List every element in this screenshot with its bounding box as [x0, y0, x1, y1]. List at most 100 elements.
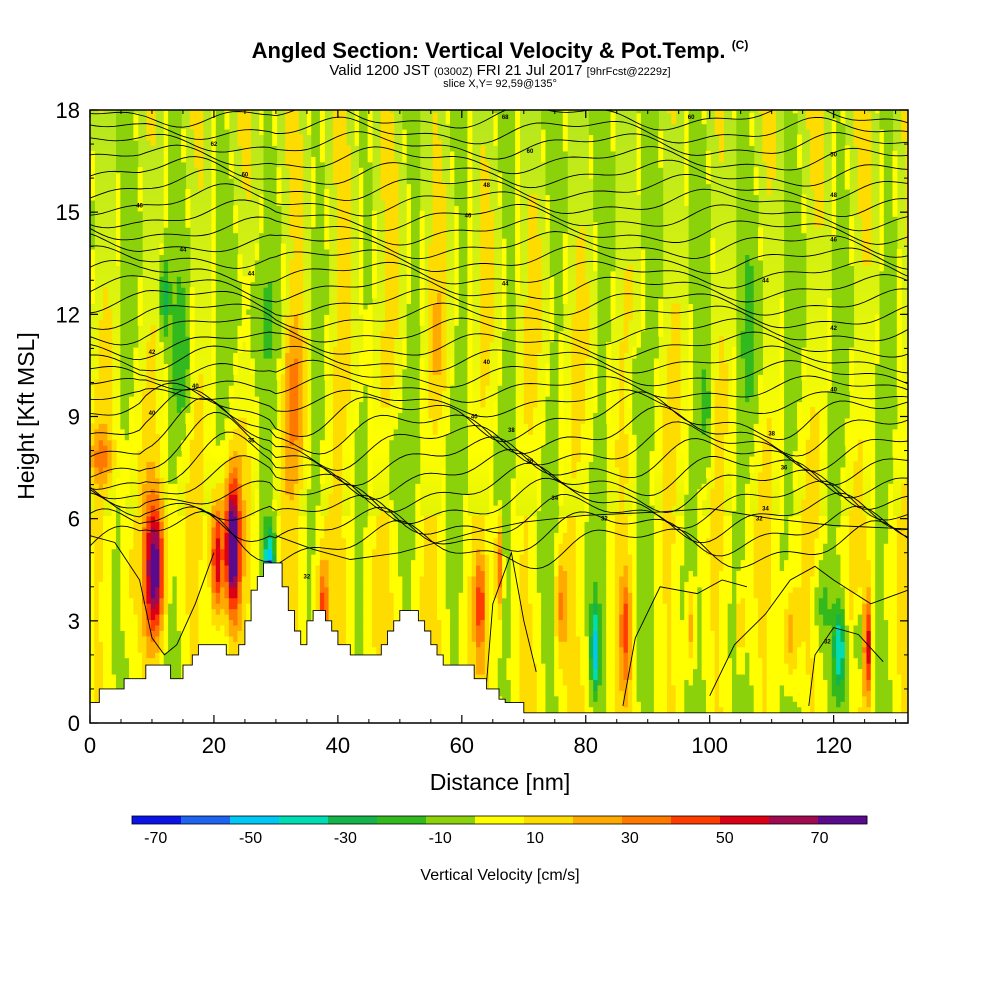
field-cell: [129, 597, 134, 604]
field-cell: [194, 112, 200, 119]
field-cell: [233, 363, 239, 370]
field-cell: [293, 303, 299, 310]
field-cell: [181, 199, 187, 206]
field-cell: [324, 592, 330, 599]
field-cell: [185, 297, 191, 305]
field-cell: [150, 445, 156, 452]
field-cell: [267, 287, 273, 294]
field-cell: [319, 543, 325, 550]
field-cell: [233, 537, 239, 544]
field-cell: [215, 238, 221, 245]
field-cell: [241, 439, 247, 446]
field-cell: [233, 341, 239, 348]
field-cell: [280, 554, 286, 561]
field-cell: [181, 139, 187, 147]
field-cell: [163, 205, 169, 212]
field-cell: [211, 445, 217, 452]
field-cell: [267, 330, 273, 337]
field-cell: [337, 134, 343, 141]
field-cell: [198, 428, 204, 435]
field-cell: [285, 396, 291, 403]
field-cell: [272, 189, 278, 196]
field-cell: [90, 456, 95, 463]
field-cell: [90, 161, 95, 168]
field-cell: [328, 592, 334, 599]
field-cell: [189, 575, 195, 582]
field-cell: [103, 526, 108, 533]
field-cell: [155, 526, 161, 533]
field-cell: [246, 603, 252, 610]
field-cell: [202, 619, 208, 626]
field-cell: [328, 603, 334, 610]
field-cell: [319, 292, 325, 299]
field-cell: [319, 603, 325, 610]
field-cell: [302, 352, 308, 359]
field-cell: [224, 172, 230, 179]
field-cell: [155, 554, 161, 561]
field-cell: [241, 303, 247, 310]
field-cell: [228, 461, 234, 468]
field-cell: [98, 423, 104, 430]
field-cell: [90, 624, 95, 631]
field-cell: [315, 210, 321, 217]
field-cell: [272, 363, 278, 370]
field-cell: [107, 461, 113, 468]
field-cell: [163, 129, 169, 136]
field-cell: [124, 347, 130, 354]
field-cell: [337, 248, 343, 255]
field-cell: [150, 559, 156, 566]
field-cell: [241, 575, 247, 582]
field-cell: [181, 336, 187, 343]
field-cell: [215, 172, 221, 179]
field-cell: [263, 374, 269, 381]
field-cell: [246, 510, 252, 517]
field-cell: [142, 657, 147, 664]
field-cell: [129, 554, 134, 561]
field-cell: [202, 570, 208, 577]
field-cell: [224, 472, 230, 479]
field-cell: [181, 521, 187, 528]
field-cell: [228, 581, 234, 588]
field-cell: [215, 363, 221, 370]
field-cell: [267, 254, 273, 261]
field-cell: [276, 325, 282, 332]
field-cell: [111, 592, 117, 599]
field-cell: [298, 167, 304, 174]
field-cell: [215, 428, 221, 435]
field-cell: [150, 575, 156, 582]
field-cell: [311, 189, 317, 196]
field-cell: [133, 319, 139, 326]
field-cell: [194, 456, 200, 463]
field-cell: [332, 515, 338, 522]
field-cell: [285, 472, 291, 479]
field-cell: [280, 412, 286, 419]
field-cell: [129, 374, 134, 381]
field-cell: [237, 270, 243, 277]
field-cell: [211, 161, 217, 168]
field-cell: [211, 581, 217, 588]
field-cell: [285, 494, 291, 501]
field-cell: [237, 259, 243, 266]
field-cell: [211, 428, 217, 435]
field-cell: [133, 314, 139, 321]
field-cell: [289, 575, 295, 582]
field-cell: [133, 526, 139, 533]
field-cell: [302, 586, 308, 593]
field-cell: [181, 287, 187, 294]
field-cell: [120, 178, 126, 185]
field-cell: [228, 488, 234, 495]
field-cell: [220, 554, 226, 561]
field-cell: [241, 308, 247, 315]
field-cell: [306, 575, 312, 582]
field-cell: [107, 515, 113, 522]
field-cell: [163, 303, 169, 310]
field-cell: [233, 276, 239, 283]
field-cell: [220, 287, 226, 294]
field-cell: [107, 336, 113, 343]
field-cell: [319, 554, 325, 561]
field-cell: [259, 526, 265, 533]
field-cell: [211, 276, 217, 283]
field-cell: [267, 434, 273, 441]
field-cell: [324, 248, 330, 255]
chart-subtitle: Valid 1200 JST (0300Z) FRI 21 Jul 2017 […: [0, 62, 1000, 79]
